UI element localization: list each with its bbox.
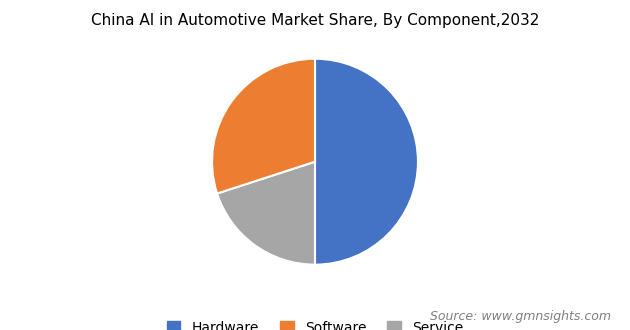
- Legend: Hardware, Software, Service: Hardware, Software, Service: [161, 315, 469, 330]
- Wedge shape: [315, 59, 418, 265]
- Text: Source: www.gmnsights.com: Source: www.gmnsights.com: [430, 311, 611, 323]
- Text: China AI in Automotive Market Share, By Component,2032: China AI in Automotive Market Share, By …: [91, 13, 539, 28]
- Wedge shape: [217, 162, 315, 265]
- Wedge shape: [212, 59, 315, 193]
